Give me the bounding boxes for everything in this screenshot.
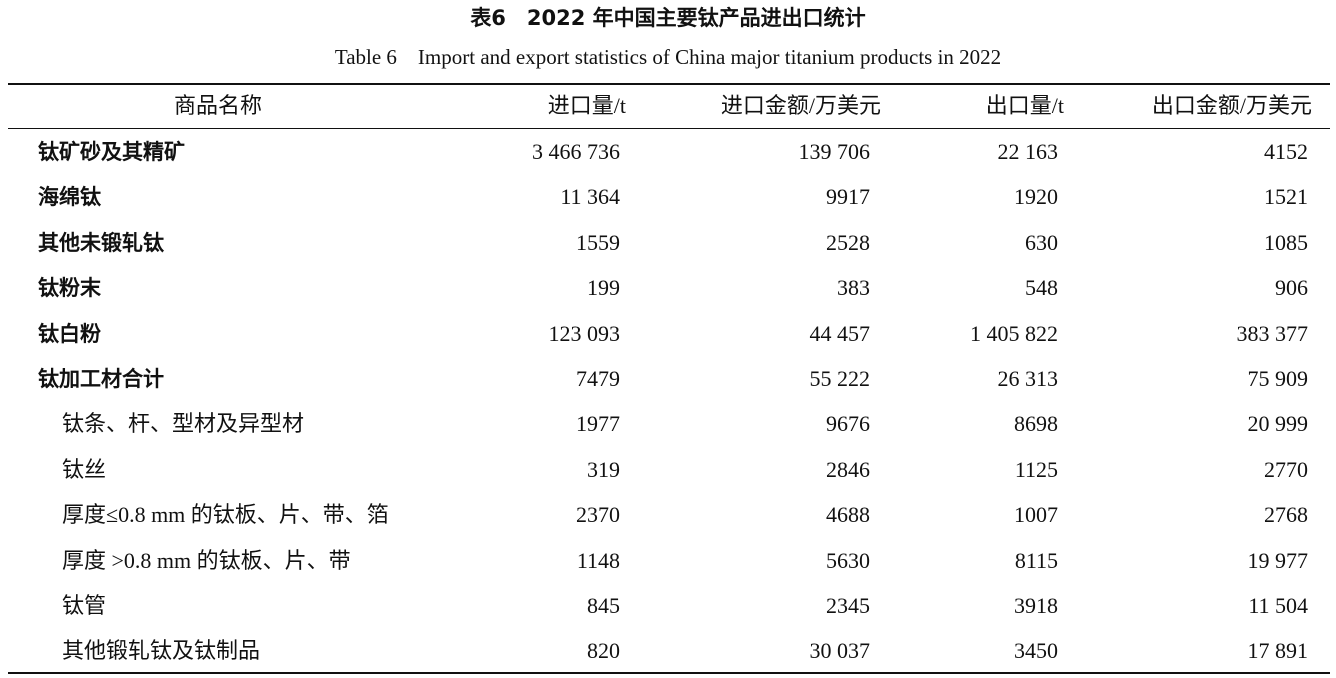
cell: 44 457 [809, 320, 871, 346]
header-rule [8, 128, 1330, 129]
cell: 7479 [576, 366, 620, 391]
cell: 319 [587, 456, 620, 482]
cell: 630 [1025, 229, 1058, 255]
cell: 8115 [1014, 547, 1058, 573]
cell: 11 364 [560, 184, 620, 210]
table-title: 表6 2022 年中国主要钛产品进出口统计 [470, 6, 866, 30]
cell: 139 706 [798, 139, 871, 164]
cell: 55 222 [809, 366, 871, 391]
cell: 26 313 [997, 366, 1059, 391]
cell: 1559 [576, 229, 620, 255]
cell: 2770 [1264, 456, 1308, 482]
column-header: 商品名称 [173, 93, 262, 118]
cell: 2768 [1264, 502, 1308, 528]
cell: 906 [1275, 275, 1308, 301]
row-name: 钛粉末 [38, 276, 101, 301]
row-name: 钛管 [62, 593, 107, 618]
cell: 75 909 [1247, 366, 1309, 391]
cell: 383 [837, 275, 870, 301]
column-header: 进口量/t [547, 93, 626, 118]
row-name: 厚度≤0.8 mm 的钛板、片、带、箔 [62, 502, 389, 528]
cell: 2345 [826, 593, 870, 618]
cell: 9917 [826, 184, 870, 210]
cell: 548 [1025, 275, 1058, 301]
row-name: 钛条、杆、型材及异型材 [62, 411, 305, 437]
cell: 845 [587, 593, 620, 618]
bottom-rule [8, 672, 1330, 674]
cell: 1977 [576, 411, 620, 437]
row-name: 海绵钛 [38, 185, 101, 210]
cell: 199 [587, 275, 620, 301]
cell: 11 504 [1248, 593, 1308, 618]
cell: 1125 [1014, 456, 1058, 482]
cell: 383 377 [1236, 320, 1309, 346]
cell: 1920 [1014, 184, 1058, 210]
cell: 1521 [1264, 184, 1308, 210]
cell: 3 466 736 [532, 139, 620, 164]
cell: 1148 [576, 547, 620, 573]
cell: 5630 [826, 547, 870, 573]
row-name: 厚度 >0.8 mm 的钛板、片、带 [62, 547, 351, 573]
row-name: 钛白粉 [38, 321, 101, 346]
cell: 1 405 822 [970, 320, 1058, 346]
cell: 3918 [1014, 593, 1058, 618]
cell: 123 093 [548, 320, 621, 346]
cell: 17 891 [1247, 638, 1309, 664]
row-name: 钛加工材合计 [38, 367, 164, 391]
row-name: 其他未锻轧钛 [38, 230, 164, 255]
row-name: 钛丝 [62, 456, 107, 482]
cell: 2370 [576, 502, 620, 528]
cell: 1085 [1264, 229, 1308, 255]
cell: 1007 [1014, 502, 1058, 528]
cell: 30 037 [809, 638, 871, 664]
top-rule [8, 83, 1330, 85]
column-header: 进口金额/万美元 [720, 93, 881, 118]
cell: 22 163 [997, 139, 1059, 164]
cell: 8698 [1014, 411, 1058, 437]
column-header: 出口量/t [985, 93, 1064, 118]
cell: 9676 [826, 411, 870, 437]
cell: 2528 [826, 229, 870, 255]
cell: 3450 [1014, 638, 1058, 664]
cell: 4152 [1264, 139, 1308, 164]
cell: 4688 [826, 502, 870, 528]
cell: 20 999 [1247, 411, 1309, 437]
cell: 2846 [826, 456, 870, 482]
table-subtitle: Table 6 Import and export statistics of … [334, 45, 1002, 69]
row-name: 钛矿砂及其精矿 [38, 140, 185, 164]
column-header: 出口金额/万美元 [1151, 93, 1312, 118]
cell: 19 977 [1247, 547, 1309, 573]
row-name: 其他锻轧钛及钛制品 [62, 638, 261, 664]
cell: 820 [587, 638, 620, 664]
